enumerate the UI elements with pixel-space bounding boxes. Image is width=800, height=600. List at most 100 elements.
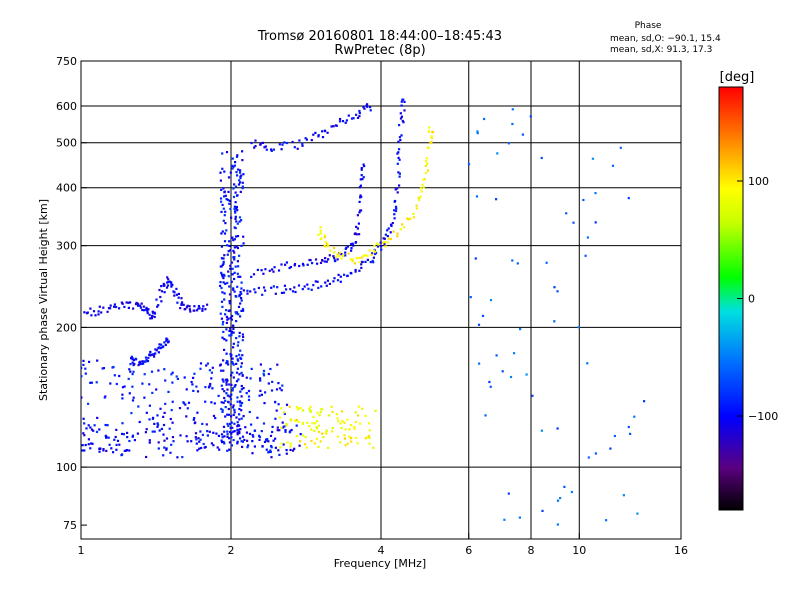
echo-point [351,242,354,245]
echo-point [247,398,251,401]
echo-point [212,431,215,434]
echo-point [178,407,182,410]
echo-point [223,240,227,243]
echo-point [223,348,226,351]
echo-point [428,126,431,129]
echo-point [483,117,486,121]
echo-point [170,281,173,284]
echo-point [240,401,244,405]
echo-point [233,408,236,411]
x-tick-label: 4 [378,544,385,557]
echo-point [348,428,351,431]
echo-point [185,388,188,391]
echo-point [213,402,216,405]
echo-point [131,373,134,376]
echo-point [196,411,199,414]
echo-point [233,422,236,425]
echo-point [271,380,274,383]
echo-point [162,282,165,285]
echo-point [152,311,155,314]
echo-point [280,263,283,266]
echo-point [143,396,146,399]
echo-point [354,411,357,414]
echo-point [109,307,112,310]
echo-point [337,273,340,276]
echo-point [221,152,224,155]
echo-point [100,311,103,314]
x-axis-label: Frequency [MHz] [334,557,426,570]
echo-point [344,428,347,431]
echo-point [281,143,284,146]
echo-point [160,285,163,288]
echo-point [180,302,183,305]
echo-point [344,121,347,124]
echo-point [341,410,344,413]
echo-point [226,422,229,425]
echo-point [292,449,295,452]
echo-point [220,369,223,372]
echo-point [144,356,148,359]
echo-point [155,388,158,391]
echo-point [139,306,142,309]
echo-point [225,151,229,154]
echo-point [354,241,358,244]
echo-point [137,405,140,408]
echo-point [513,352,516,355]
echo-point [399,112,402,115]
echo-point [344,254,347,257]
echo-point [224,210,227,213]
echo-point [136,432,139,435]
y-tick-label: 600 [56,100,77,113]
echo-point [240,309,243,312]
echo-point [194,421,197,424]
echo-point [157,447,160,450]
echo-point [343,273,346,276]
echo-point [481,314,485,317]
echo-point [343,434,346,437]
echo-point [229,430,232,434]
echo-point [279,446,282,449]
echo-point [232,287,235,290]
echo-point [326,131,329,134]
echo-point [226,253,229,256]
echo-point [234,201,237,204]
echo-point [398,136,401,139]
echo-point [269,449,272,452]
echo-point [236,358,239,361]
echo-point [353,232,356,236]
echo-point [247,389,251,393]
echo-point [113,374,116,377]
echo-point [196,390,200,393]
echo-point [130,357,133,360]
echo-point [511,122,514,126]
echo-point [289,445,292,448]
echo-point [224,378,227,381]
echo-point [393,209,396,212]
echo-point [141,360,144,363]
echo-point [205,364,208,367]
echo-point [195,438,198,441]
echo-point [112,365,115,369]
echo-point [252,435,255,438]
echo-point [82,432,85,435]
echo-point [239,390,242,393]
echo-point [476,132,479,135]
echo-point [223,338,226,341]
echo-point [188,305,191,308]
echo-point [299,407,302,410]
echo-point [325,432,328,435]
echo-point [240,384,243,388]
echo-point [333,257,336,260]
echo-point [197,305,201,308]
echo-point [358,211,361,214]
y-tick-label: 500 [56,137,77,150]
echo-point [587,456,590,459]
echo-point [398,172,401,175]
echo-point [132,396,135,399]
echo-point [132,364,135,367]
echo-point [293,447,296,450]
echo-point [102,306,105,309]
echo-point [195,309,199,312]
echo-point [231,406,235,409]
echo-point [235,362,238,365]
